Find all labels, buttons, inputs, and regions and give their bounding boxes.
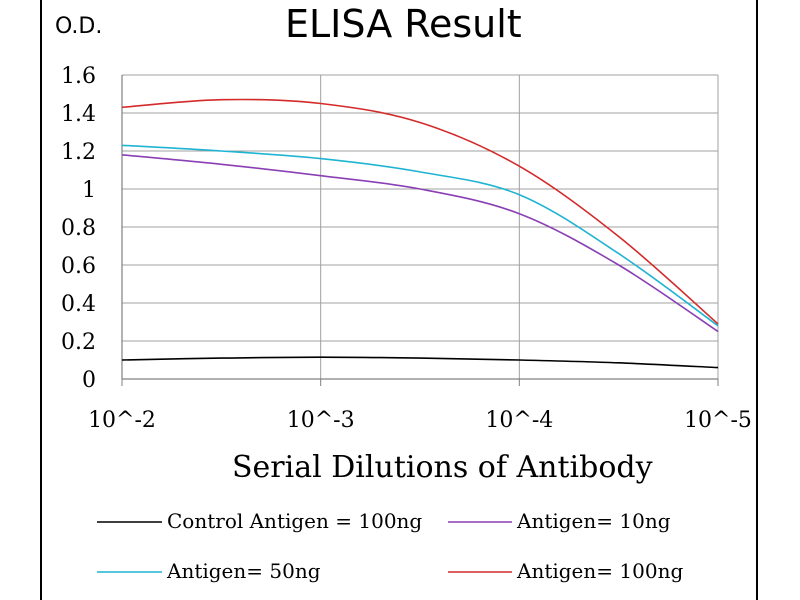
series-line-2: [121, 154, 719, 333]
y-tick-label: 0: [82, 368, 96, 393]
y-tick-label: 1.2: [61, 140, 96, 165]
legend-label-2: Antigen= 10ng: [516, 509, 671, 533]
series-line-3: [121, 144, 719, 327]
y-tick-label: 0.4: [61, 292, 96, 317]
y-tick-label: 0.6: [61, 254, 96, 279]
frame-left-border: [40, 0, 42, 600]
x-axis-label: Serial Dilutions of Antibody: [232, 450, 653, 485]
y-tick-label: 1: [82, 178, 96, 203]
x-tick-label: 10^-3: [287, 408, 355, 433]
y-tick-label: 1.4: [61, 102, 96, 127]
series-line-1: [121, 356, 719, 369]
x-tick-label: 10^-4: [485, 408, 553, 433]
legend-label-3: Antigen= 50ng: [166, 559, 321, 583]
y-tick-label: 0.8: [61, 216, 96, 241]
frame-right-border: [756, 0, 758, 600]
chart-title: ELISA Result: [285, 2, 522, 46]
legend-label-4: Antigen= 100ng: [516, 559, 683, 583]
y-tick-label: 1.6: [61, 64, 96, 89]
legend-label-1: Control Antigen = 100ng: [167, 509, 422, 533]
y-axis-label: O.D.: [55, 14, 103, 39]
x-tick-label: 10^-2: [88, 408, 156, 433]
y-tick-label: 0.2: [61, 330, 96, 355]
series-line-4: [121, 98, 719, 325]
x-tick-label: 10^-5: [684, 408, 752, 433]
